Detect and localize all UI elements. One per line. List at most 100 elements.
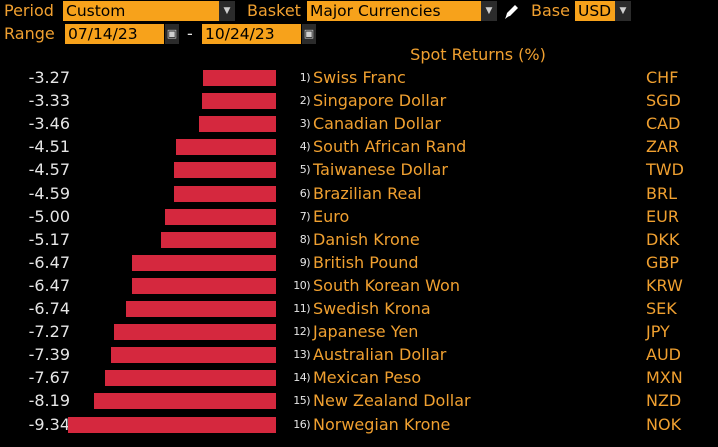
- currency-row[interactable]: -7.27 12) Japanese Yen JPY: [0, 320, 718, 343]
- currency-row[interactable]: -6.47 9) British Pound GBP: [0, 251, 718, 274]
- range-start-calendar-icon[interactable]: ▣: [165, 24, 179, 44]
- rank-number: 10): [293, 278, 310, 292]
- currency-row[interactable]: -3.46 3) Canadian Dollar CAD: [0, 112, 718, 135]
- currency-code: SGD: [646, 91, 681, 111]
- basket-dropdown-chevron-icon[interactable]: ▼: [481, 1, 497, 21]
- return-value: -6.47: [28, 252, 70, 272]
- return-value: -6.47: [28, 275, 70, 295]
- return-bar: [131, 277, 276, 294]
- currency-row[interactable]: -6.74 11) Swedish Krona SEK: [0, 297, 718, 320]
- currency-name-link[interactable]: Swiss Franc: [313, 68, 406, 87]
- return-bar: [68, 416, 276, 433]
- currency-row[interactable]: -8.19 15) New Zealand Dollar NZD: [0, 389, 718, 412]
- currency-row[interactable]: -4.57 5) Taiwanese Dollar TWD: [0, 158, 718, 181]
- return-bar: [203, 70, 276, 86]
- return-bar: [173, 185, 276, 202]
- currency-code: CAD: [646, 114, 681, 134]
- return-value: -3.46: [28, 114, 70, 134]
- currency-name-link[interactable]: Danish Krone: [313, 229, 420, 249]
- return-bar: [160, 231, 276, 248]
- currency-name-link[interactable]: Australian Dollar: [313, 345, 447, 365]
- basket-select[interactable]: Major Currencies: [307, 1, 481, 21]
- return-bar: [131, 254, 276, 271]
- basket-label: Basket: [247, 1, 301, 20]
- rank-number: 15): [293, 394, 310, 408]
- currency-code: GBP: [646, 252, 680, 272]
- currency-name-link[interactable]: Mexican Peso: [313, 368, 422, 388]
- rank-number: 9): [299, 255, 311, 269]
- return-value: -8.19: [28, 391, 70, 411]
- pencil-icon[interactable]: [503, 1, 521, 21]
- currency-code: NOK: [646, 414, 682, 434]
- currency-row[interactable]: -3.27 1) Swiss Franc CHF: [0, 66, 718, 89]
- return-bar: [105, 370, 276, 387]
- return-bar: [201, 93, 276, 110]
- return-value: -4.57: [28, 160, 70, 180]
- return-value: -3.27: [28, 68, 70, 87]
- currency-name-link[interactable]: Euro: [313, 206, 350, 226]
- currency-name-link[interactable]: New Zealand Dollar: [313, 391, 471, 411]
- currency-name-link[interactable]: Japanese Yen: [313, 322, 419, 342]
- rank-number: 8): [299, 232, 311, 246]
- currency-row[interactable]: -9.34 16) Norwegian Krone NOK: [0, 413, 718, 436]
- base-dropdown-chevron-icon[interactable]: ▼: [615, 1, 631, 21]
- currency-name-link[interactable]: Swedish Krona: [313, 299, 431, 318]
- return-bar: [198, 116, 276, 133]
- return-value: -3.33: [28, 91, 70, 111]
- currency-code: ZAR: [646, 137, 680, 157]
- period-label: Period: [4, 1, 54, 20]
- rank-number: 4): [299, 140, 311, 154]
- base-currency-select[interactable]: USD: [575, 1, 615, 21]
- currency-name-link[interactable]: Canadian Dollar: [313, 114, 441, 134]
- return-value: -4.51: [28, 137, 70, 157]
- rank-number: 2): [299, 94, 311, 108]
- range-end-calendar-icon[interactable]: ▣: [302, 24, 316, 44]
- range-start-input[interactable]: 07/14/23: [65, 24, 164, 44]
- return-value: -7.39: [28, 345, 70, 365]
- currency-row[interactable]: -4.59 6) Brazilian Real BRL: [0, 182, 718, 205]
- range-separator: -: [187, 24, 193, 43]
- return-value: -9.34: [28, 414, 70, 434]
- currency-code: JPY: [646, 322, 670, 342]
- range-end-input[interactable]: 10/24/23: [202, 24, 301, 44]
- return-bar: [175, 139, 276, 156]
- return-value: -5.17: [28, 229, 70, 249]
- currency-row[interactable]: -6.47 10) South Korean Won KRW: [0, 274, 718, 297]
- period-select[interactable]: Custom: [63, 1, 219, 21]
- currency-name-link[interactable]: Singapore Dollar: [313, 91, 447, 111]
- return-bar: [164, 208, 276, 225]
- currency-name-link[interactable]: Taiwanese Dollar: [313, 160, 448, 180]
- currency-name-link[interactable]: South African Rand: [313, 137, 467, 157]
- return-bar: [174, 162, 276, 179]
- currency-name-link[interactable]: Brazilian Real: [313, 183, 422, 203]
- rank-number: 14): [293, 371, 310, 385]
- currency-code: EUR: [646, 206, 679, 226]
- currency-row[interactable]: -5.17 8) Danish Krone DKK: [0, 228, 718, 251]
- chart-title: Spot Returns (%): [410, 45, 546, 64]
- return-value: -5.00: [28, 206, 70, 226]
- currency-code: TWD: [646, 160, 684, 180]
- rank-number: 13): [293, 348, 310, 362]
- currency-code: CHF: [646, 68, 679, 87]
- currency-code: NZD: [646, 391, 682, 411]
- currency-code: DKK: [646, 229, 680, 249]
- return-value: -4.59: [28, 183, 70, 203]
- currency-name-link[interactable]: Norwegian Krone: [313, 414, 451, 434]
- return-value: -7.67: [28, 368, 70, 388]
- return-value: -7.27: [28, 322, 70, 342]
- currency-row[interactable]: -3.33 2) Singapore Dollar SGD: [0, 89, 718, 112]
- currency-row[interactable]: -5.00 7) Euro EUR: [0, 205, 718, 228]
- return-bar: [111, 347, 276, 364]
- return-bar: [93, 393, 276, 410]
- currency-name-link[interactable]: South Korean Won: [313, 275, 460, 295]
- rank-number: 5): [299, 163, 311, 177]
- currency-row[interactable]: -4.51 4) South African Rand ZAR: [0, 135, 718, 158]
- rank-number: 7): [299, 209, 311, 223]
- period-dropdown-chevron-icon[interactable]: ▼: [219, 1, 235, 21]
- currency-row[interactable]: -7.39 13) Australian Dollar AUD: [0, 343, 718, 366]
- currency-row[interactable]: -7.67 14) Mexican Peso MXN: [0, 366, 718, 389]
- currency-name-link[interactable]: British Pound: [313, 252, 419, 272]
- rank-number: 3): [299, 117, 311, 131]
- base-label: Base: [531, 1, 570, 20]
